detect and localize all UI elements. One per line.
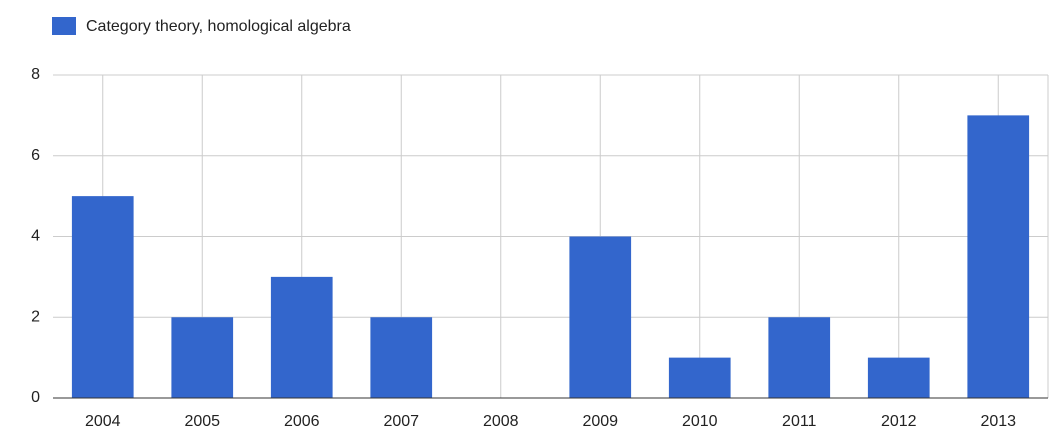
bar <box>668 357 731 398</box>
bar <box>867 357 930 398</box>
x-tick-label: 2006 <box>284 413 320 430</box>
bar <box>171 317 234 398</box>
x-tick-label: 2012 <box>881 413 917 430</box>
y-tick-label: 2 <box>31 308 40 325</box>
x-tick-label: 2010 <box>682 413 718 430</box>
x-tick-label: 2004 <box>85 413 121 430</box>
x-tick-label: 2008 <box>483 413 519 430</box>
x-tick-label: 2005 <box>184 413 220 430</box>
x-tick-label: 2009 <box>582 413 618 430</box>
x-tick-label: 2011 <box>782 413 817 430</box>
bar <box>768 317 831 398</box>
y-tick-label: 0 <box>31 389 40 406</box>
bar <box>569 236 632 398</box>
x-tick-label: 2013 <box>980 413 1016 430</box>
bar <box>370 317 433 398</box>
y-tick-label: 4 <box>31 228 40 245</box>
legend-label: Category theory, homological algebra <box>86 18 351 35</box>
y-tick-label: 8 <box>31 66 40 83</box>
x-tick-label: 2007 <box>383 413 419 430</box>
bar <box>270 276 333 398</box>
bar <box>71 196 134 398</box>
y-tick-label: 6 <box>31 147 40 164</box>
legend-swatch <box>52 17 76 35</box>
bar <box>967 115 1030 398</box>
